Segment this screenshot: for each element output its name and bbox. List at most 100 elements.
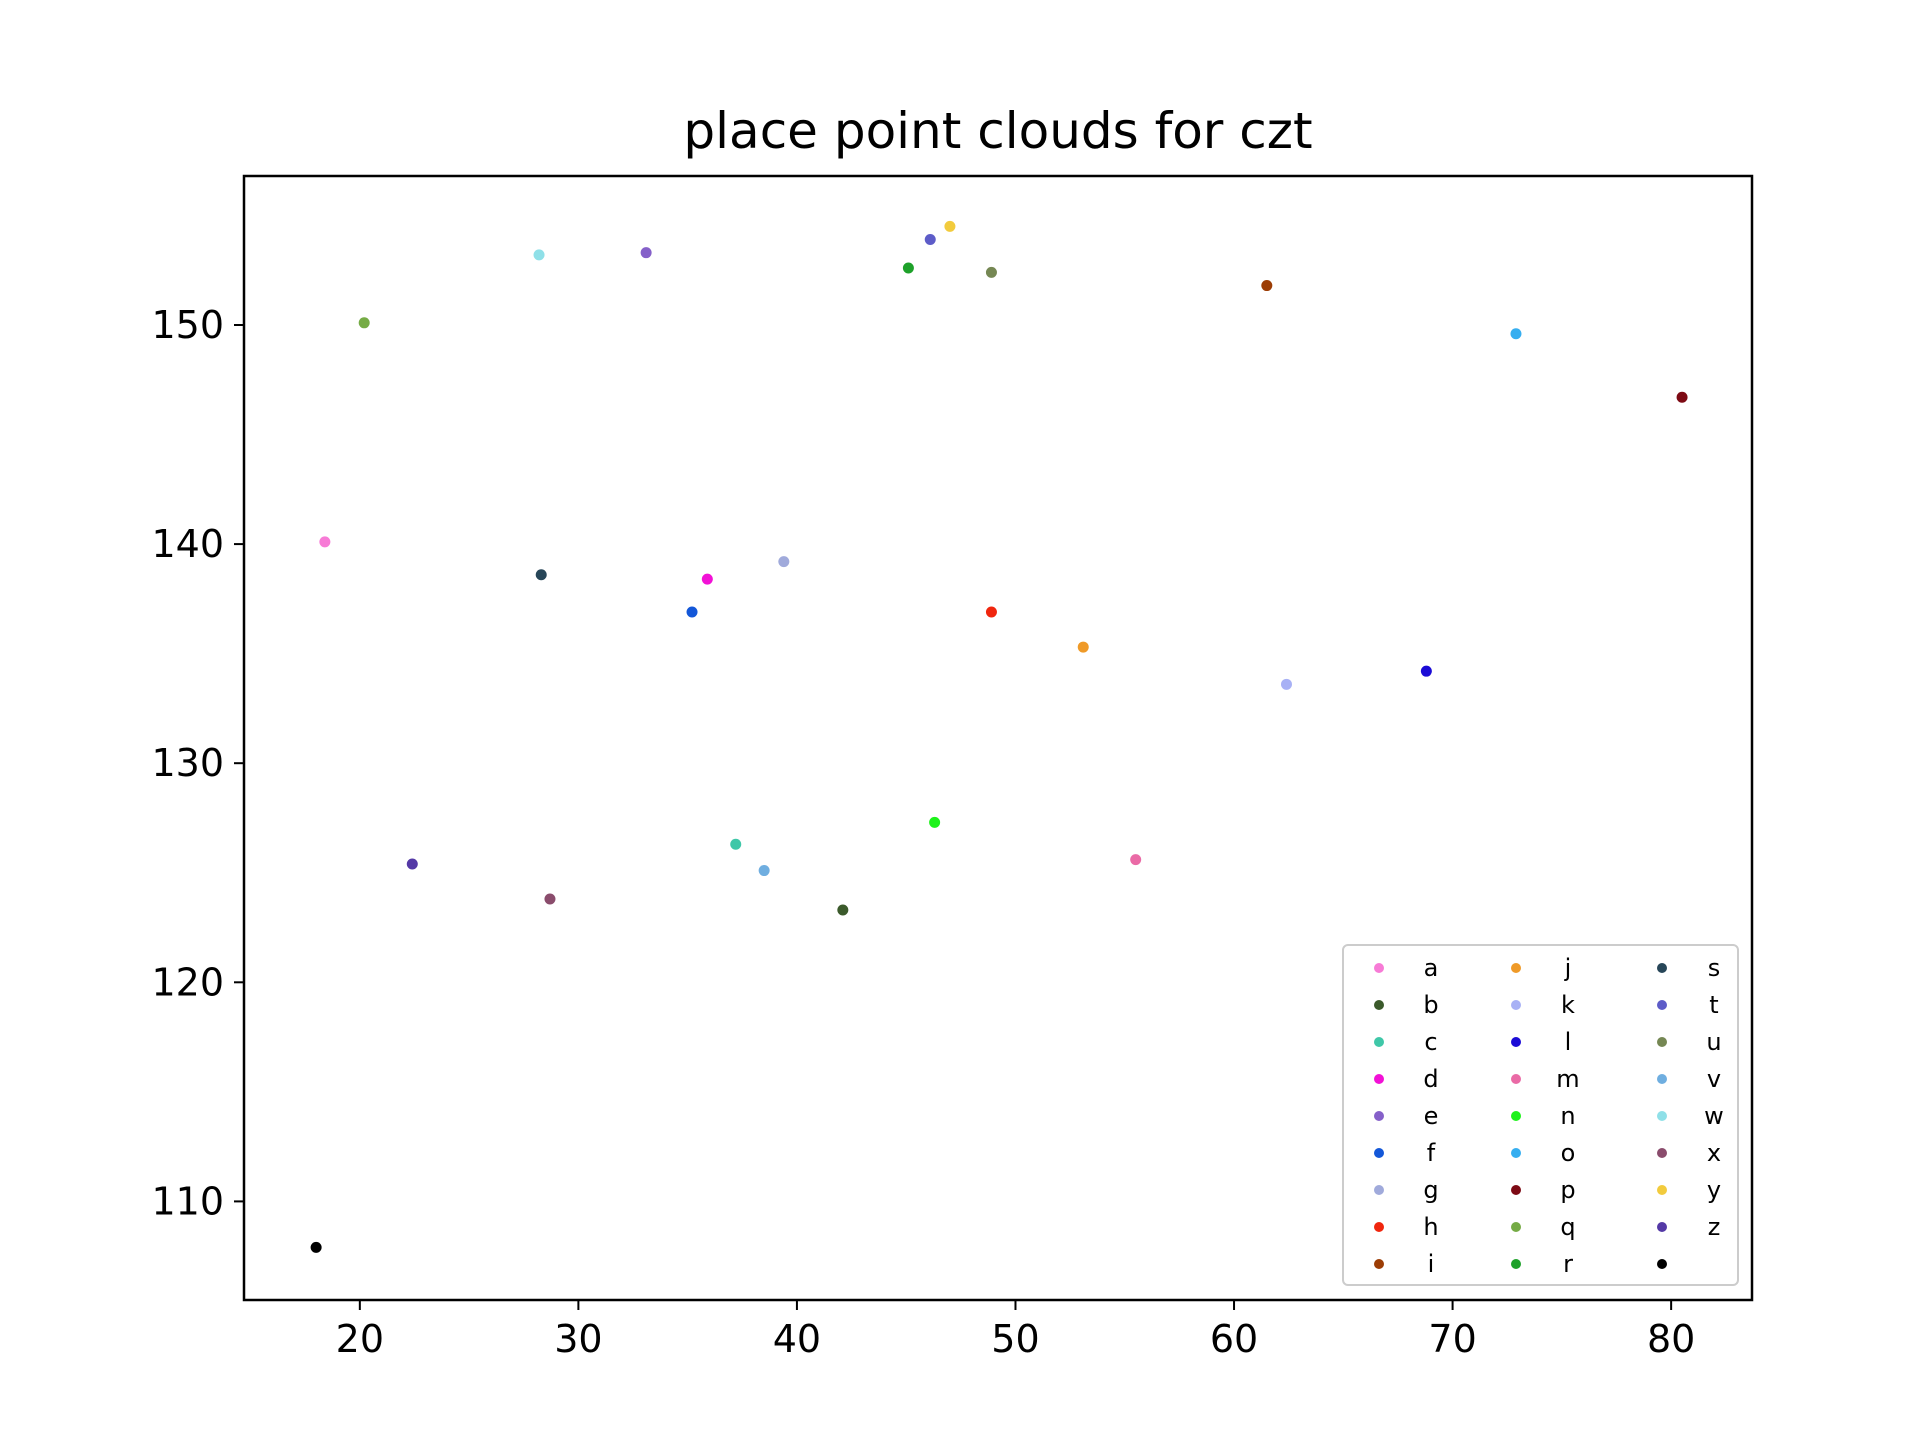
legend-box — [1342, 944, 1739, 1286]
legend-marker — [1511, 1185, 1521, 1195]
legend-marker — [1374, 1185, 1384, 1195]
data-point-o — [1510, 328, 1522, 340]
legend-marker — [1374, 1259, 1384, 1269]
legend-marker — [1374, 1222, 1384, 1232]
legend-marker — [1511, 963, 1521, 973]
data-point-r — [902, 262, 914, 274]
data-point — [310, 1241, 322, 1253]
y-tick-label: 150 — [151, 303, 224, 347]
legend-label: o — [1561, 1139, 1576, 1167]
data-point-c — [730, 838, 742, 850]
data-point-y — [944, 220, 956, 232]
data-point-b — [837, 904, 849, 916]
data-point-m — [1130, 854, 1142, 866]
legend-marker — [1374, 963, 1384, 973]
data-point-l — [1420, 665, 1432, 677]
legend-label: h — [1423, 1213, 1438, 1241]
data-point-d — [701, 573, 713, 585]
legend-marker — [1657, 963, 1667, 973]
y-tick-label: 110 — [151, 1179, 224, 1223]
legend-marker — [1511, 1074, 1521, 1084]
legend-marker — [1511, 1037, 1521, 1047]
legend-label: q — [1560, 1213, 1575, 1241]
legend-label: f — [1427, 1139, 1436, 1167]
data-point-i — [1261, 280, 1273, 292]
legend-marker — [1657, 1000, 1667, 1010]
legend-label: j — [1564, 954, 1572, 982]
legend-label: w — [1704, 1102, 1724, 1130]
legend-marker — [1657, 1185, 1667, 1195]
legend-label: k — [1561, 991, 1575, 1019]
legend-label: v — [1707, 1065, 1721, 1093]
legend-label: y — [1707, 1176, 1721, 1204]
data-point-k — [1280, 678, 1292, 690]
legend-label: l — [1565, 1028, 1572, 1056]
legend-label: a — [1424, 954, 1439, 982]
data-point-a — [319, 536, 331, 548]
legend-label: z — [1708, 1213, 1721, 1241]
data-point-h — [985, 606, 997, 618]
x-tick-label: 50 — [991, 1317, 1039, 1361]
legend-marker — [1374, 1000, 1384, 1010]
y-tick-label: 130 — [151, 741, 224, 785]
data-point-q — [358, 317, 370, 329]
data-point-v — [758, 865, 770, 877]
x-tick-label: 80 — [1647, 1317, 1695, 1361]
legend-marker — [1374, 1074, 1384, 1084]
data-point-t — [924, 234, 936, 246]
legend-label: m — [1556, 1065, 1579, 1093]
legend-marker — [1511, 1148, 1521, 1158]
y-axis: 110 120 130 140 150 — [151, 303, 244, 1223]
data-points — [310, 220, 1688, 1253]
x-tick-label: 70 — [1428, 1317, 1476, 1361]
data-point-p — [1676, 391, 1688, 403]
data-point-w — [533, 249, 545, 261]
data-point-g — [778, 556, 790, 568]
data-point-n — [929, 816, 941, 828]
legend-label: t — [1709, 991, 1718, 1019]
legend-label: p — [1560, 1176, 1575, 1204]
legend-label: i — [1428, 1250, 1435, 1278]
y-tick-label: 140 — [151, 522, 224, 566]
data-point-e — [640, 247, 652, 259]
data-point-j — [1077, 641, 1089, 653]
x-tick-label: 30 — [554, 1317, 602, 1361]
legend-marker — [1511, 1000, 1521, 1010]
legend-label: d — [1423, 1065, 1438, 1093]
legend-marker — [1374, 1037, 1384, 1047]
y-tick-label: 120 — [151, 960, 224, 1004]
legend-marker — [1374, 1148, 1384, 1158]
x-tick-label: 20 — [336, 1317, 384, 1361]
legend-label: b — [1423, 991, 1438, 1019]
legend-marker — [1657, 1148, 1667, 1158]
legend-label: e — [1424, 1102, 1439, 1130]
chart-title: place point clouds for czt — [683, 102, 1312, 160]
legend-marker — [1657, 1074, 1667, 1084]
legend-marker — [1511, 1222, 1521, 1232]
legend-marker — [1374, 1111, 1384, 1121]
legend-marker — [1511, 1111, 1521, 1121]
legend-label: u — [1706, 1028, 1721, 1056]
data-point-f — [686, 606, 698, 618]
x-tick-label: 40 — [773, 1317, 821, 1361]
legend-label: x — [1707, 1139, 1721, 1167]
x-axis: 20 30 40 50 60 70 80 — [336, 1300, 1695, 1361]
legend-marker — [1657, 1037, 1667, 1047]
legend-label: c — [1424, 1028, 1437, 1056]
data-point-z — [406, 858, 418, 870]
legend-label: n — [1560, 1102, 1575, 1130]
legend-label: g — [1423, 1176, 1438, 1204]
legend-marker — [1657, 1222, 1667, 1232]
legend-label: r — [1563, 1250, 1573, 1278]
legend-marker — [1657, 1259, 1667, 1269]
x-tick-label: 60 — [1210, 1317, 1258, 1361]
legend-label: s — [1708, 954, 1721, 982]
data-point-x — [544, 893, 556, 905]
legend-marker — [1511, 1259, 1521, 1269]
data-point-u — [985, 266, 997, 278]
data-point-s — [535, 569, 547, 581]
plot-area-frame — [242, 174, 1754, 1302]
legend-marker — [1657, 1111, 1667, 1121]
